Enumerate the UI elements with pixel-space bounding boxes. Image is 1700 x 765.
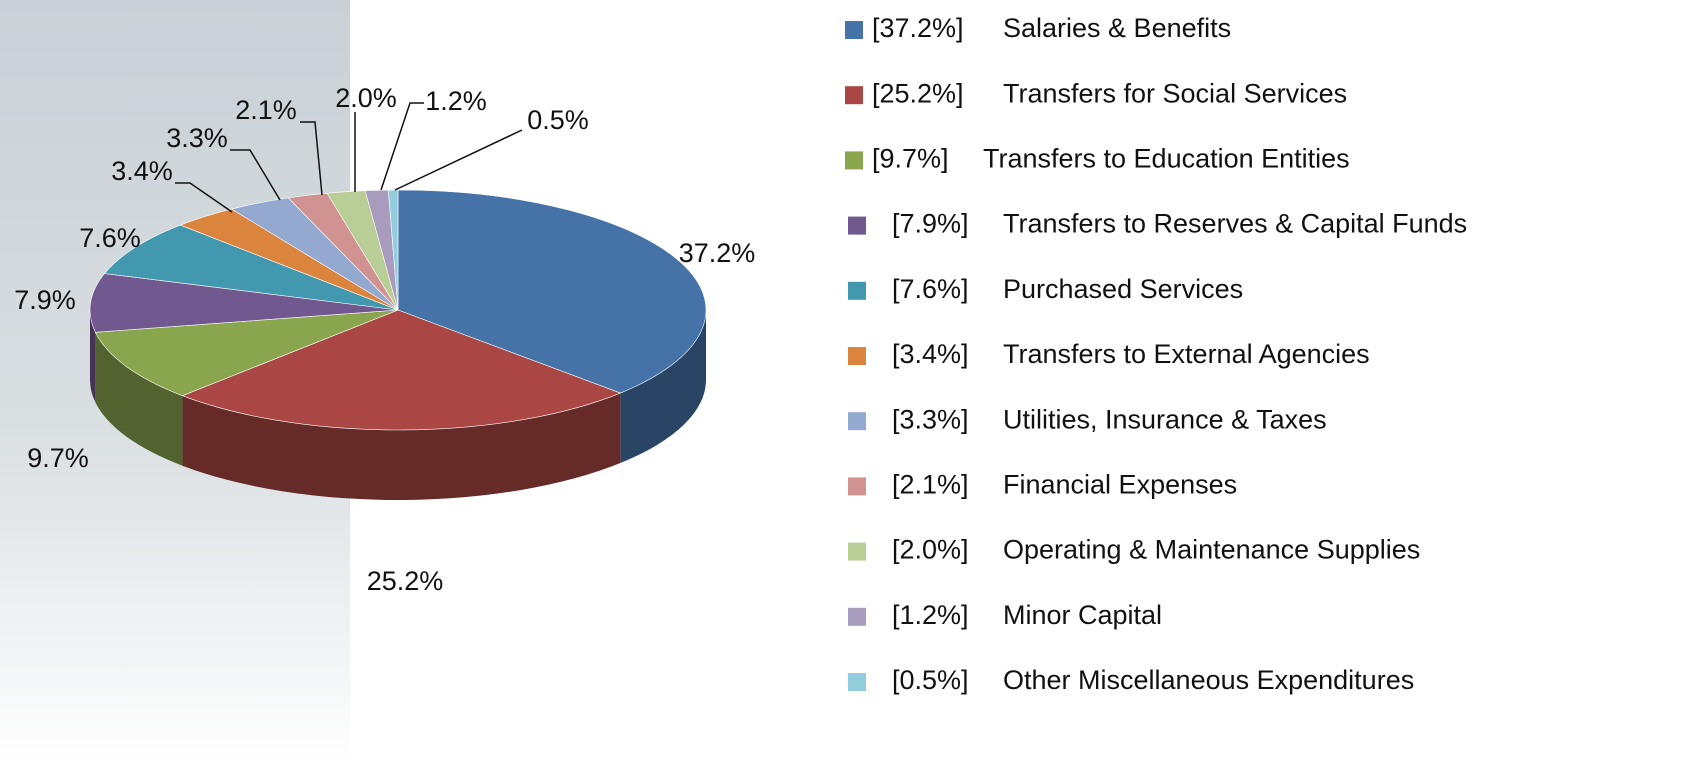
slice — [104, 224, 399, 311]
legend-label: Transfers to External Agencies — [1003, 339, 1370, 369]
legend-label: Transfers for Social Services — [1003, 78, 1347, 108]
legend-swatch — [848, 281, 866, 300]
legend-value: [7.6%] — [892, 274, 969, 304]
legend-label: Financial Expenses — [1003, 470, 1237, 500]
legend-label: Other Miscellaneous Expenditures — [1003, 665, 1414, 695]
legend-swatch — [848, 412, 866, 431]
legend-label: Minor Capital — [1003, 600, 1162, 630]
legend-value: [1.2%] — [892, 600, 969, 630]
data-label: 7.6% — [79, 223, 141, 253]
slice-side — [620, 310, 706, 464]
legend-value: [3.4%] — [892, 339, 969, 369]
legend-label: Utilities, Insurance & Taxes — [1003, 404, 1327, 434]
data-label: 37.2% — [679, 238, 756, 268]
legend-value: [7.9%] — [892, 209, 969, 239]
legend-value: [0.5%] — [892, 665, 969, 695]
slice — [94, 309, 399, 397]
legend-value: [3.3%] — [892, 404, 969, 434]
data-label: 0.5% — [527, 105, 589, 135]
legend-swatch — [848, 607, 866, 626]
legend-swatch — [848, 347, 866, 365]
data-label: 1.2% — [425, 86, 487, 116]
data-label: 2.0% — [335, 83, 397, 113]
legend-swatch — [848, 673, 866, 691]
legend-swatch — [848, 216, 866, 235]
slice — [181, 309, 622, 431]
slice-side — [90, 310, 96, 403]
leader-line — [175, 182, 233, 213]
leader-line — [394, 129, 523, 191]
legend-value: [37.2%] — [872, 13, 964, 43]
slice-side — [95, 332, 183, 466]
legend-swatch — [845, 151, 863, 170]
legend-value: [25.2%] — [872, 78, 964, 108]
data-label: 9.7% — [27, 443, 89, 473]
data-label: 3.3% — [166, 123, 228, 153]
legend-swatch — [848, 477, 866, 496]
data-label: 7.9% — [14, 285, 76, 315]
leader-line — [380, 102, 424, 191]
legend-label: Transfers to Education Entities — [983, 144, 1350, 174]
legend-swatch — [845, 86, 863, 105]
legend-label: Operating & Maintenance Supplies — [1003, 535, 1420, 565]
legend-label: Transfers to Reserves & Capital Funds — [1003, 209, 1467, 239]
data-label: 3.4% — [111, 156, 173, 186]
leader-line — [300, 121, 323, 196]
slice — [397, 189, 707, 394]
slice-side — [182, 393, 621, 500]
legend-value: [9.7%] — [872, 144, 949, 174]
legend-value: [2.0%] — [892, 535, 969, 565]
data-label: 2.1% — [235, 95, 297, 125]
legend-label: Salaries & Benefits — [1003, 13, 1231, 43]
legend-value: [2.1%] — [892, 470, 969, 500]
slice — [89, 273, 399, 333]
legend-label: Purchased Services — [1003, 274, 1243, 304]
legend-swatch — [848, 542, 866, 561]
slice — [388, 189, 399, 311]
leader-line — [230, 149, 281, 201]
data-label: 25.2% — [367, 566, 444, 596]
legend-swatch — [845, 21, 863, 39]
